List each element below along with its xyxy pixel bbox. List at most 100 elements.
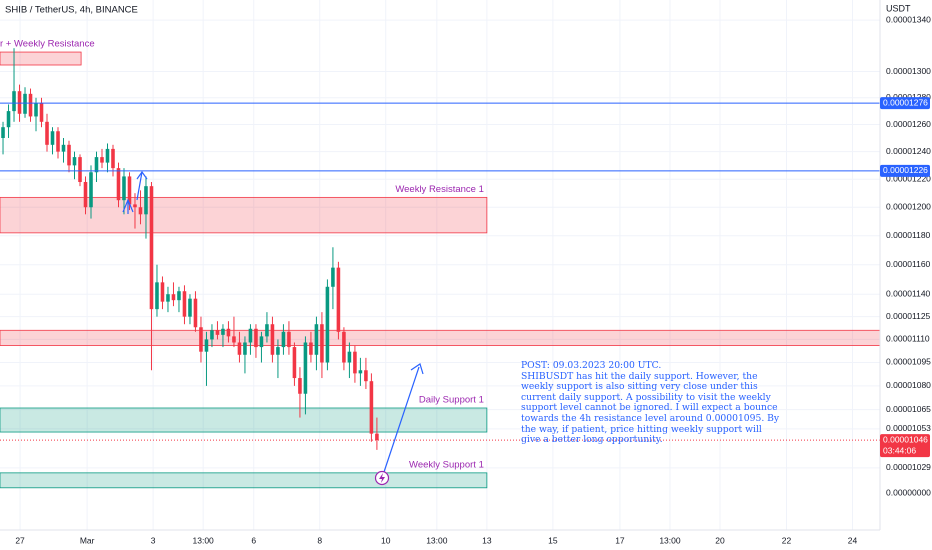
text-note: POST: 09.03.2023 20:00 UTC. SHIBUSDT has … xyxy=(521,360,791,446)
candle-body xyxy=(138,207,143,215)
candle-body xyxy=(232,336,236,343)
candle-body xyxy=(320,324,324,363)
note-line: support level cannot be ignored. I will … xyxy=(521,402,778,414)
y-tick-label: 0.00001240 xyxy=(886,146,931,156)
y-tick-label: 0.00001080 xyxy=(886,380,931,390)
y-tick-label: 0.00001300 xyxy=(886,66,931,76)
candle-body xyxy=(221,328,225,335)
forecast-arrow xyxy=(381,366,420,479)
candle-body xyxy=(358,370,363,374)
y-tick-label: 0.00001029 xyxy=(886,462,931,472)
price-lines xyxy=(0,102,880,441)
candle-body xyxy=(133,204,137,208)
note-line: weekly support is also sitting very clos… xyxy=(521,381,758,393)
x-tick-label: 27 xyxy=(15,535,25,545)
candle-body xyxy=(303,342,308,394)
candle-body xyxy=(215,330,220,335)
x-tick-label: 24 xyxy=(848,535,858,545)
candle-body xyxy=(265,324,269,337)
candle-body xyxy=(237,342,242,355)
candle-body xyxy=(369,381,374,434)
lightning xyxy=(379,473,385,483)
candle-body xyxy=(331,267,335,287)
candle-body xyxy=(182,291,187,317)
candle-body xyxy=(342,331,346,363)
candle-body xyxy=(78,157,82,182)
candle-body xyxy=(122,176,126,201)
candle-body xyxy=(155,282,159,310)
candle-body xyxy=(325,286,330,363)
note-line: give a better long opportunity. xyxy=(521,434,663,446)
candle-body xyxy=(127,176,132,205)
zones: r + Weekly Resistance Weekly Resistance 1… xyxy=(0,39,881,489)
candle-body xyxy=(160,282,165,302)
candle-body xyxy=(254,328,258,348)
candle-body xyxy=(347,351,352,363)
candle-body xyxy=(314,324,319,355)
candle-body xyxy=(210,330,214,340)
currency: USDT xyxy=(886,3,911,13)
candle-body xyxy=(94,157,99,173)
candle-body xyxy=(12,91,16,112)
x-tick-label: 13:00 xyxy=(659,535,681,545)
x-tick-label: 13 xyxy=(482,535,492,545)
x-tick-label: 8 xyxy=(317,535,322,545)
last-price-label: 0.00001046 xyxy=(883,434,928,444)
candle-body xyxy=(72,157,77,166)
y-tick-label: 0.00001095 xyxy=(886,357,931,367)
candle-body xyxy=(177,291,181,301)
zone xyxy=(0,407,488,433)
candle-body xyxy=(28,93,33,117)
y-tick-label: 0.00001180 xyxy=(886,230,931,240)
candles xyxy=(1,48,379,450)
zone xyxy=(0,51,82,66)
axis-bottom-label: 0.00000000 xyxy=(886,487,931,497)
x-tick-label: Mar xyxy=(80,535,95,545)
axes: 0.00001340 0.00001300 0.00001280 0.00001260… xyxy=(15,14,931,545)
candle-body xyxy=(188,298,192,317)
x-tick-label: 10 xyxy=(381,535,391,545)
zone-label: Daily Support 1 xyxy=(419,395,484,406)
zone-label: Weekly Support 1 xyxy=(409,459,484,470)
candle-body xyxy=(105,148,110,163)
price-label: 0.00001276 xyxy=(883,97,928,107)
candle-body xyxy=(39,103,44,122)
candle-body xyxy=(298,378,302,394)
candle-body xyxy=(166,294,170,302)
candle-body xyxy=(375,433,379,441)
price-label: 0.00001226 xyxy=(883,165,928,175)
x-tick-label: 17 xyxy=(615,535,625,545)
candle-body xyxy=(56,131,60,152)
price-label-bg xyxy=(880,164,930,177)
candle-body xyxy=(67,144,71,166)
x-tick-label: 15 xyxy=(548,535,558,545)
x-tick-label: 13:00 xyxy=(426,535,448,545)
note-line: the way, if patient, price hitting weekl… xyxy=(521,423,762,435)
candle-body xyxy=(144,186,148,215)
drawings xyxy=(122,170,424,479)
candle-body xyxy=(292,347,297,379)
candle-body xyxy=(100,157,104,163)
candle-body xyxy=(259,336,264,348)
y-tick-label: 0.00001340 xyxy=(886,14,931,24)
candle-body xyxy=(276,347,280,355)
candle-body xyxy=(83,181,88,208)
candle-body xyxy=(17,91,22,114)
candle-body xyxy=(111,148,115,169)
candle-body xyxy=(45,121,49,145)
candle-body xyxy=(309,342,313,355)
y-tick-label: 0.00001065 xyxy=(886,404,931,414)
candle-body xyxy=(226,328,231,337)
candle-body xyxy=(204,339,209,352)
candle-body xyxy=(34,103,38,117)
y-tick-label: 0.00001125 xyxy=(886,311,931,321)
y-tick-label: 0.00001280 xyxy=(886,92,931,102)
candle-body xyxy=(270,324,275,355)
note-line: current daily support. A possibility to … xyxy=(521,391,771,403)
note-line: POST: 09.03.2023 20:00 UTC. xyxy=(521,360,662,371)
candle-body xyxy=(89,172,93,208)
zone xyxy=(0,472,488,489)
candle-body xyxy=(1,127,5,139)
x-tick-label: 3 xyxy=(151,535,156,545)
